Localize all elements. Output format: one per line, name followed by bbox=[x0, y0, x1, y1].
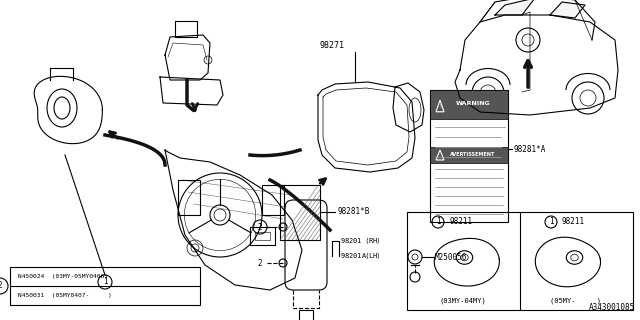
Text: 1: 1 bbox=[102, 277, 108, 286]
Bar bbox=[407, 212, 633, 310]
Text: 98281*A: 98281*A bbox=[513, 145, 545, 154]
Bar bbox=[280, 185, 320, 240]
Text: !: ! bbox=[439, 104, 441, 109]
Text: 98281*B: 98281*B bbox=[337, 207, 369, 217]
Bar bbox=[430, 147, 508, 163]
Text: WARNING: WARNING bbox=[456, 100, 490, 106]
Text: N450024  (03MY-05MY0406): N450024 (03MY-05MY0406) bbox=[18, 274, 108, 279]
Text: A343001085: A343001085 bbox=[589, 303, 635, 312]
Text: M250056: M250056 bbox=[435, 252, 467, 261]
Text: 1: 1 bbox=[436, 218, 440, 227]
Text: 1: 1 bbox=[548, 218, 554, 227]
Bar bbox=[430, 90, 508, 222]
Bar bbox=[250, 227, 275, 245]
Text: 98211: 98211 bbox=[449, 218, 472, 227]
Bar bbox=[178, 180, 200, 215]
Text: AVERTISSEMENT: AVERTISSEMENT bbox=[450, 152, 495, 157]
Text: 98201A$\langle$LH$\rangle$: 98201A$\langle$LH$\rangle$ bbox=[340, 250, 381, 261]
Polygon shape bbox=[495, 0, 535, 15]
Bar bbox=[262, 185, 284, 215]
Text: 98211: 98211 bbox=[562, 218, 585, 227]
Bar bbox=[175, 21, 197, 37]
Bar bbox=[299, 310, 313, 320]
Text: (05MY-     ): (05MY- ) bbox=[550, 298, 602, 304]
Text: 2: 2 bbox=[258, 222, 262, 231]
Text: 2: 2 bbox=[0, 282, 3, 291]
Bar bbox=[430, 90, 508, 119]
Text: N450031  (05MY0407-     ): N450031 (05MY0407- ) bbox=[18, 293, 112, 298]
Text: 98201 $\langle$RH$\rangle$: 98201 $\langle$RH$\rangle$ bbox=[340, 235, 381, 246]
Polygon shape bbox=[550, 2, 585, 18]
Bar bbox=[10, 267, 200, 305]
Text: 98271: 98271 bbox=[319, 41, 344, 50]
Text: 2: 2 bbox=[258, 259, 262, 268]
Text: (03MY-04MY): (03MY-04MY) bbox=[440, 298, 486, 304]
Bar bbox=[255, 232, 270, 240]
